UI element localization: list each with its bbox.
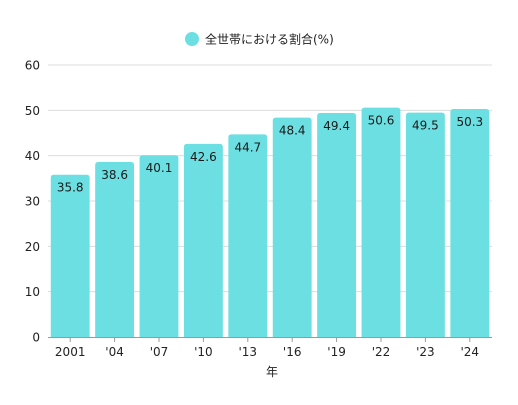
bar-value-label: 48.4 — [279, 124, 306, 138]
bar-value-label: 49.5 — [412, 119, 439, 133]
bar — [183, 143, 223, 337]
x-tick-label: '19 — [327, 345, 346, 359]
bar-value-label: 50.3 — [456, 115, 483, 129]
x-axis-title: 年 — [266, 365, 278, 379]
y-tick-label: 50 — [25, 104, 40, 118]
x-tick-label: '10 — [194, 345, 213, 359]
bar — [139, 155, 179, 337]
bar — [272, 117, 312, 337]
x-tick-label: '13 — [239, 345, 258, 359]
x-tick-label: '16 — [283, 345, 302, 359]
bar-value-label: 40.1 — [146, 161, 173, 175]
x-tick-label: 2001 — [55, 345, 86, 359]
y-tick-label: 60 — [25, 59, 40, 73]
legend-swatch — [185, 32, 199, 46]
y-tick-label: 0 — [32, 331, 40, 345]
bar-value-label: 44.7 — [234, 140, 261, 154]
x-tick-label: '04 — [105, 345, 124, 359]
y-tick-label: 20 — [25, 240, 40, 254]
bar — [405, 112, 445, 337]
x-tick-label: '23 — [416, 345, 435, 359]
y-tick-label: 40 — [25, 149, 40, 163]
x-axis-tick-labels: 2001 '04 '07 '10 '13 '16 '19 '22 '23 '24 — [55, 337, 479, 359]
bar-value-label: 49.4 — [323, 119, 350, 133]
x-tick-label: '22 — [372, 345, 391, 359]
legend: 全世帯における割合(%) — [185, 32, 334, 47]
bar — [450, 108, 490, 338]
bar-value-label: 42.6 — [190, 150, 217, 164]
bar — [228, 134, 268, 337]
x-tick-label: '24 — [461, 345, 480, 359]
legend-label: 全世帯における割合(%) — [205, 32, 334, 47]
bar-value-labels: 35.8 38.6 40.1 42.6 44.7 48.4 49.4 50.6 49.5 50.3 — [57, 114, 483, 195]
bar-value-label: 35.8 — [57, 181, 84, 195]
y-tick-label: 10 — [25, 285, 40, 299]
bar — [317, 113, 357, 337]
bar-value-label: 38.6 — [101, 168, 128, 182]
y-tick-label: 30 — [25, 195, 40, 209]
bar — [50, 174, 90, 337]
bar — [95, 162, 135, 337]
x-tick-label: '07 — [150, 345, 169, 359]
y-axis-tick-labels: 0 10 20 30 40 50 60 — [25, 59, 40, 345]
bars — [50, 107, 490, 338]
bar — [361, 107, 401, 337]
bar-value-label: 50.6 — [368, 114, 395, 128]
